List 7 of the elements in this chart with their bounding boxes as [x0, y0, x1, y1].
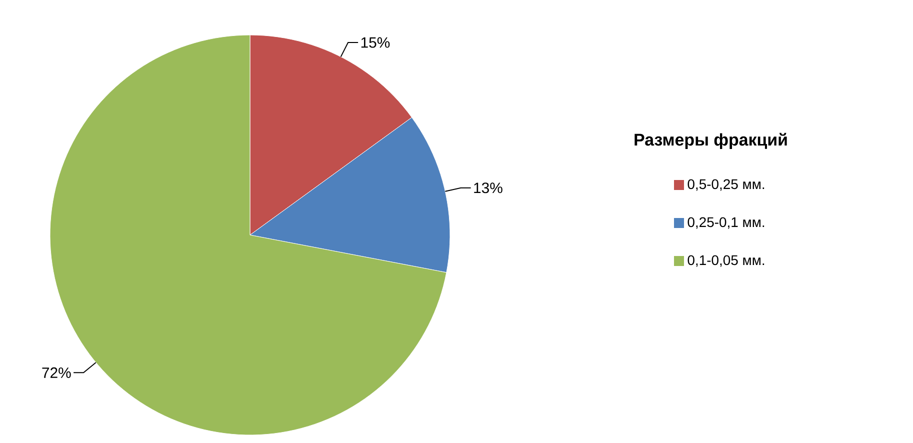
data-label: 72% — [42, 367, 71, 378]
legend-title: Размеры фракций — [634, 132, 787, 150]
legend-label: 0,25-0,1 мм. — [688, 217, 764, 229]
data-label: 15% — [361, 37, 390, 48]
legend-label: 0,5-0,25 мм. — [688, 179, 764, 191]
legend-label: 0,1-0,05 мм. — [688, 255, 764, 267]
data-label: 13% — [474, 182, 502, 194]
